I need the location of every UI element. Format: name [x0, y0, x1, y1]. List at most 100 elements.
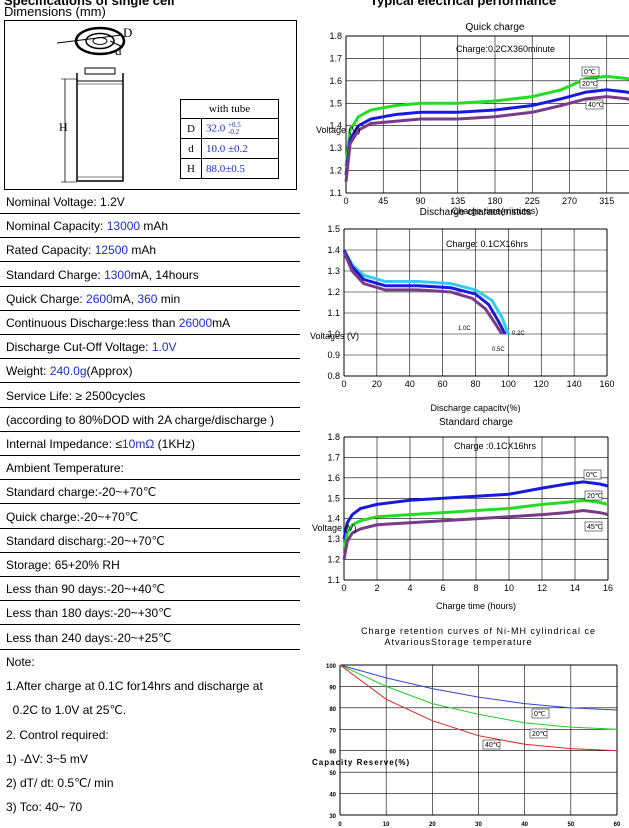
series-line [339, 664, 618, 752]
dimension-drawing: D d H [4, 20, 297, 190]
spec-text: Nominal Voltage: 1.2V [6, 195, 125, 209]
dim-sym-d: d [180, 138, 202, 159]
series-line [342, 508, 609, 560]
spec-amb-standard-discharge: Standard discharg:-20~+70℃ [0, 529, 300, 553]
standard-charge-chart: Standard charge 0 2 4 6 8 10 12 14 16 1.1 1.2 1.3 1.4… [312, 417, 613, 611]
legend-0c: 0℃ [584, 69, 596, 76]
curve-label-1c: 1.0C [458, 326, 471, 332]
x-tick-label: 270 [562, 196, 577, 206]
x-tick-label: 20 [372, 379, 382, 389]
note-line: 2. Control required: [6, 727, 109, 742]
spec-text: mAh [140, 219, 169, 234]
spec-text: 2600 [86, 291, 113, 306]
x-tick-label: 60 [614, 822, 621, 828]
dimension-table-header: with tube [180, 99, 279, 119]
x-tick-label: 10 [504, 583, 514, 593]
spec-text: mA, 14hours [130, 267, 199, 282]
x-tick-label: 0 [341, 379, 346, 389]
y-tick-label: 1.3 [327, 266, 340, 276]
y-tick-label: 1.5 [329, 98, 342, 108]
dimensions-label: Dimensions (mm) [4, 4, 106, 19]
spec-continuous-discharge: Continuous Discharge:less than 26000mA [0, 311, 300, 335]
x-axis-label: Charge time (hours) [436, 601, 516, 611]
x-tick-label: 135 [450, 196, 465, 206]
x-tick-label: 100 [501, 379, 516, 389]
legend-40c-box [482, 739, 501, 750]
y-axis-label: Voltage (V) [316, 125, 361, 135]
dim-sym-D: D [180, 118, 202, 139]
y-tick-label: 1.2 [327, 287, 340, 297]
y-tick-label: 1.2 [327, 555, 340, 565]
spec-text: Less than 180 days:-20~+30℃ [6, 606, 172, 621]
note-line: Note: [6, 655, 35, 669]
chart-title: Standard charge [439, 417, 513, 428]
spec-text: (according to 80%DOD with 2A charge/disc… [6, 412, 275, 427]
spec-text: Ambient Temperature: [6, 461, 124, 476]
x-tick-label: 40 [521, 822, 528, 828]
legend-20c-box [529, 728, 548, 739]
y-axis-label: Voltage (V) [312, 523, 357, 533]
series-line [344, 88, 629, 176]
y-tick-label: 90 [329, 685, 336, 691]
x-tick-label: 14 [570, 583, 580, 593]
spec-text: Less than 90 days:-20~+40℃ [6, 582, 165, 597]
legend-0c: 0℃ [586, 472, 598, 479]
curve-label-02c: 0.2C [512, 331, 525, 337]
x-tick-label: 0 [338, 822, 342, 828]
y-tick-label: 1.1 [329, 188, 342, 198]
x-tick-label: 315 [599, 196, 614, 206]
x-tick-label: 10 [383, 822, 390, 828]
x-tick-label: 140 [567, 379, 582, 389]
y-tick-label: 1.1 [327, 575, 340, 585]
x-tick-label: 50 [567, 822, 574, 828]
x-axis-label: Charge time(minutes) [452, 206, 539, 216]
label-d: d [115, 43, 122, 58]
x-tick-label: 0 [341, 583, 346, 593]
x-tick-label: 90 [415, 196, 425, 206]
spec-text: 240.0g [49, 364, 87, 379]
dim-value-D: 32.0 +0.5 -0.2 [201, 118, 279, 139]
spec-text: (1KHz) [154, 437, 195, 451]
legend-0c-box [583, 469, 602, 480]
y-tick-label: 70 [329, 728, 336, 734]
x-tick-label: 20 [429, 822, 436, 828]
spec-ambient: Ambient Temperature: [0, 456, 300, 481]
dim-value-H: 88.0±0.5 [201, 158, 279, 179]
quick-charge-chart: Quick charge045901351802252703153601.11.… [316, 22, 629, 216]
spec-240days: Less than 240 days:-20~+25℃ [0, 626, 300, 650]
spec-nominal-capacity: Nominal Capacity: 13000 mAh [0, 214, 300, 239]
spec-rated-capacity: Rated Capacity: 12500 mAh [0, 238, 300, 263]
spec-amb-standard-charge: Standard charge:-20~+70℃ [0, 480, 300, 505]
spec-text: Discharge Cut-Off Voltage: [6, 340, 152, 355]
spec-text: 12500 [94, 243, 129, 258]
chart-title: Quick charge [466, 22, 525, 33]
x-tick-label: 40 [405, 379, 415, 389]
x-tick-label: 30 [475, 822, 482, 828]
y-tick-label: 1.0 [327, 329, 340, 339]
legend-0c-box [581, 66, 600, 77]
series-line [342, 249, 507, 335]
spec-text: Internal Impedance: ≤ [6, 437, 122, 451]
dim-sym-H: H [180, 158, 202, 179]
spec-text: 360 [137, 291, 158, 306]
legend-40c: 40℃ [588, 102, 604, 109]
y-tick-label: 60 [329, 750, 336, 756]
discharge-chart: Discharge characteristics 0 20 40 60 80 100 120… [310, 207, 615, 413]
cell-drawing: D d H [56, 25, 132, 183]
y-axis-label: Capacity Reserve(%) [312, 758, 410, 767]
legend-45c: 45℃ [587, 524, 603, 531]
x-tick-label: 160 [599, 379, 614, 389]
chart-annotation: Charge: 0.1CX16hrs [446, 239, 529, 249]
spec-text: Less than 240 days:-20~+25℃ [6, 630, 172, 645]
series-line [342, 251, 504, 335]
x-tick-label: 2 [374, 583, 379, 593]
spec-text: Standard charge:-20~+70℃ [6, 485, 157, 500]
spec-text: (Approx) [86, 364, 133, 379]
legend-20c-box [584, 490, 603, 501]
spec-service-life: Service Life: ≥ 2500cycles [0, 384, 300, 408]
series-line [342, 249, 510, 335]
y-tick-label: 1.7 [329, 53, 342, 63]
spec-service-note: (according to 80%DOD with 2A charge/disc… [0, 408, 300, 432]
y-tick-label: 1.5 [327, 224, 340, 234]
dimension-table: with tube D 32.0 +0.5 -0.2 d 10.0 ±0.2 H … [180, 99, 279, 179]
